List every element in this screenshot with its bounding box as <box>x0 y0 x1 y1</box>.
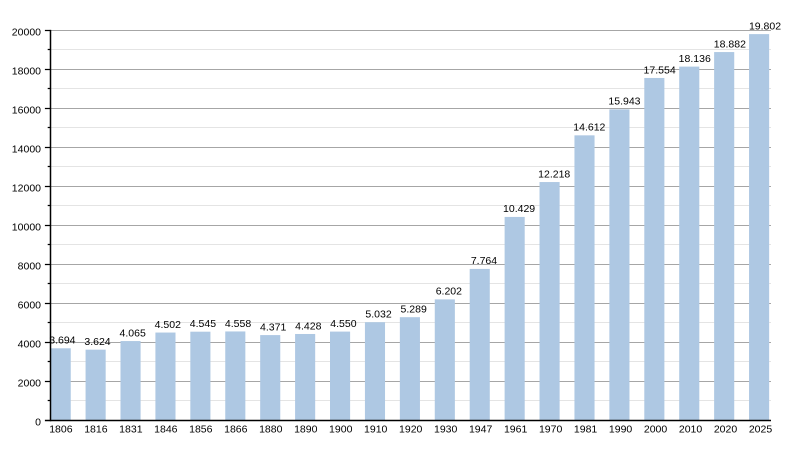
svg-text:6000: 6000 <box>18 299 42 311</box>
svg-text:1890: 1890 <box>294 423 318 435</box>
svg-text:12000: 12000 <box>12 182 41 194</box>
svg-text:19.802: 19.802 <box>749 20 781 32</box>
svg-text:2025: 2025 <box>749 423 773 435</box>
svg-text:4000: 4000 <box>18 338 42 350</box>
svg-text:4.545: 4.545 <box>190 318 216 330</box>
svg-text:1866: 1866 <box>224 423 248 435</box>
svg-text:14.612: 14.612 <box>573 122 605 134</box>
svg-text:4.065: 4.065 <box>120 327 146 339</box>
svg-text:1816: 1816 <box>84 423 108 435</box>
svg-text:7.764: 7.764 <box>471 255 497 267</box>
svg-text:1900: 1900 <box>329 423 353 435</box>
svg-text:1910: 1910 <box>364 423 388 435</box>
svg-text:4.550: 4.550 <box>330 318 356 330</box>
svg-text:0: 0 <box>35 416 41 428</box>
svg-text:4.371: 4.371 <box>260 321 286 333</box>
svg-text:5.289: 5.289 <box>401 303 427 315</box>
svg-text:18.882: 18.882 <box>714 38 746 50</box>
svg-text:3.624: 3.624 <box>84 336 110 348</box>
svg-text:1846: 1846 <box>154 423 178 435</box>
svg-text:10000: 10000 <box>12 221 41 233</box>
svg-text:18.136: 18.136 <box>679 53 711 65</box>
svg-text:1806: 1806 <box>49 423 73 435</box>
svg-text:18000: 18000 <box>12 65 41 77</box>
svg-text:1970: 1970 <box>539 423 563 435</box>
svg-text:12.218: 12.218 <box>538 168 570 180</box>
svg-text:1981: 1981 <box>574 423 598 435</box>
svg-text:2010: 2010 <box>679 423 703 435</box>
svg-text:4.558: 4.558 <box>225 318 251 330</box>
svg-text:2000: 2000 <box>18 377 42 389</box>
svg-text:10.429: 10.429 <box>503 203 535 215</box>
svg-text:1880: 1880 <box>259 423 283 435</box>
svg-text:15.943: 15.943 <box>608 96 640 108</box>
svg-text:6.202: 6.202 <box>436 286 462 298</box>
svg-text:14000: 14000 <box>12 143 41 155</box>
svg-text:1856: 1856 <box>189 423 213 435</box>
svg-text:1990: 1990 <box>609 423 633 435</box>
svg-text:1961: 1961 <box>504 423 528 435</box>
svg-text:5.032: 5.032 <box>365 309 391 321</box>
svg-text:17.554: 17.554 <box>644 64 676 76</box>
svg-text:4.502: 4.502 <box>155 319 181 331</box>
svg-text:16000: 16000 <box>12 104 41 116</box>
svg-text:1920: 1920 <box>399 423 423 435</box>
svg-text:2000: 2000 <box>644 423 668 435</box>
svg-text:2020: 2020 <box>714 423 738 435</box>
svg-text:20000: 20000 <box>12 26 41 38</box>
svg-text:3.694: 3.694 <box>49 335 75 347</box>
svg-text:1947: 1947 <box>469 423 493 435</box>
svg-text:1930: 1930 <box>434 423 458 435</box>
svg-text:8000: 8000 <box>18 260 42 272</box>
svg-text:4.428: 4.428 <box>295 320 321 332</box>
svg-text:1831: 1831 <box>119 423 143 435</box>
